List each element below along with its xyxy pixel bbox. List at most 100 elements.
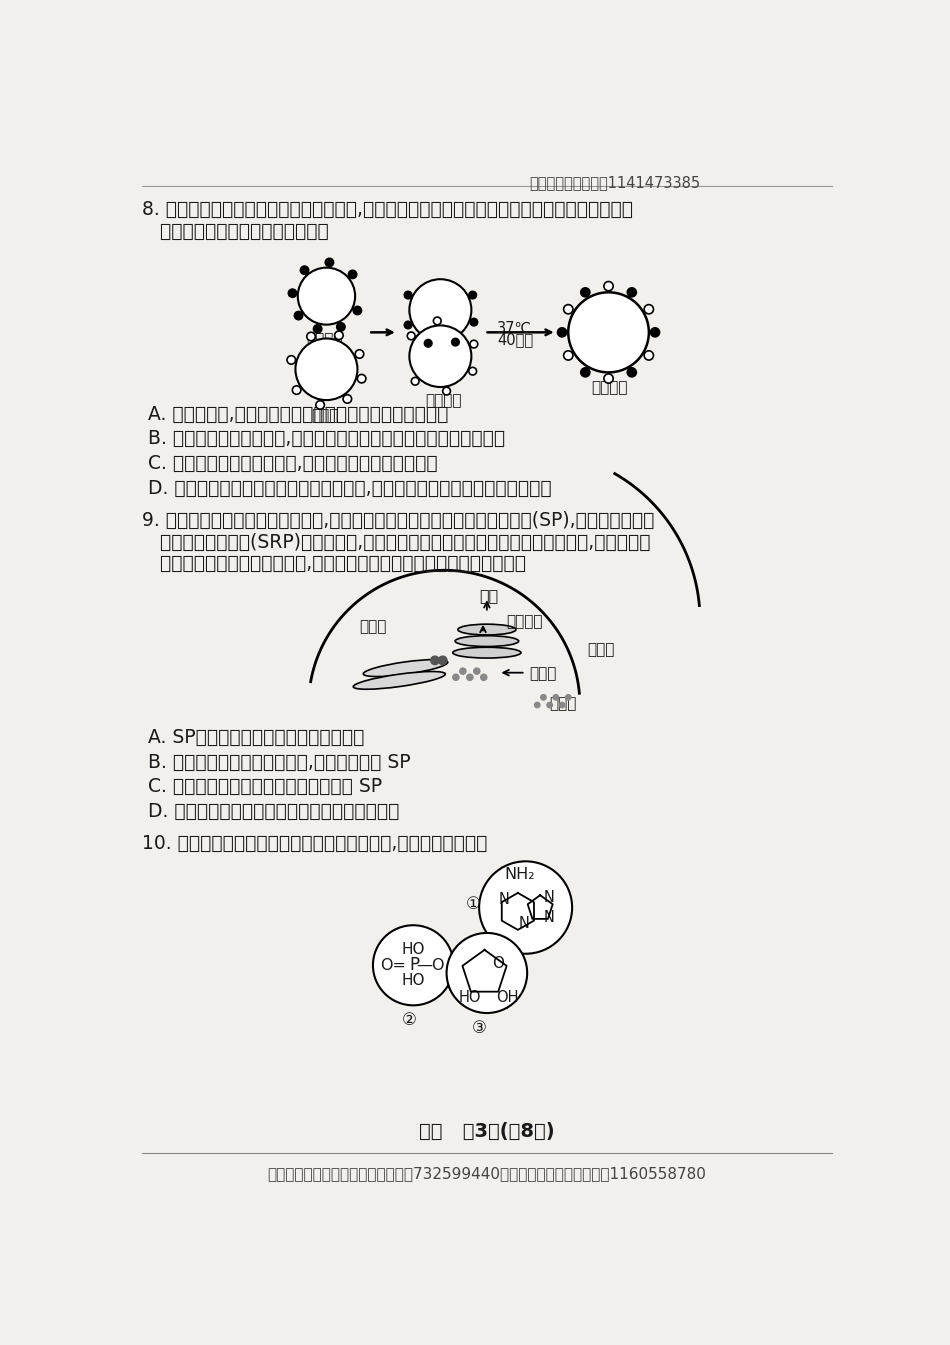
Text: 分泌: 分泌: [479, 588, 499, 603]
Circle shape: [411, 378, 419, 385]
Circle shape: [357, 374, 366, 383]
Circle shape: [580, 367, 590, 377]
Text: O=: O=: [380, 958, 406, 972]
Text: 细胞膜: 细胞膜: [588, 642, 615, 656]
Text: 内质网: 内质网: [359, 619, 387, 633]
Text: 在内质网腔中被信号肽酶分解,部分过程如图所示。下列相关叙述正确的是: 在内质网腔中被信号肽酶分解,部分过程如图所示。下列相关叙述正确的是: [142, 554, 526, 573]
Circle shape: [466, 674, 473, 681]
Circle shape: [541, 694, 546, 699]
Circle shape: [470, 340, 478, 348]
Circle shape: [315, 401, 324, 409]
Text: NH₂: NH₂: [504, 868, 535, 882]
Circle shape: [425, 339, 432, 347]
Text: ①: ①: [466, 894, 481, 913]
Text: C. 处于高尔基体内加工的分泌蛋白具有 SP: C. 处于高尔基体内加工的分泌蛋白具有 SP: [148, 777, 382, 796]
Circle shape: [409, 280, 471, 340]
Text: N: N: [499, 892, 509, 907]
Circle shape: [446, 933, 527, 1013]
Circle shape: [627, 367, 636, 377]
Text: 的蛋白质。下列有关叙述错误的是: 的蛋白质。下列有关叙述错误的是: [142, 222, 329, 241]
Circle shape: [293, 386, 301, 394]
Ellipse shape: [363, 659, 447, 677]
Text: D. 融合细胞表面两类膜蛋白最终均匀分布,原因是构成生物膜的蛋白质可以运动: D. 融合细胞表面两类膜蛋白最终均匀分布,原因是构成生物膜的蛋白质可以运动: [148, 479, 552, 498]
Circle shape: [349, 270, 357, 278]
Text: HO: HO: [402, 943, 425, 958]
Circle shape: [409, 325, 471, 387]
Text: N: N: [544, 911, 555, 925]
Text: 细胞融合: 细胞融合: [425, 393, 462, 408]
Text: A. 该实验证明,细胞膜具有流动性和选择透过性的结构特点: A. 该实验证明,细胞膜具有流动性和选择透过性的结构特点: [148, 405, 448, 424]
Text: 8. 下图为小鼠细胞和人体细胞融合的过程,图中黑色圆圈和白色圆圈分别表示小鼠、人细胞膜表面: 8. 下图为小鼠细胞和人体细胞融合的过程,图中黑色圆圈和白色圆圈分别表示小鼠、人…: [142, 200, 633, 219]
Text: HO: HO: [459, 990, 481, 1005]
Circle shape: [325, 258, 333, 266]
Text: 辽宁高考资料高精群1141473385: 辽宁高考资料高精群1141473385: [529, 175, 700, 190]
Circle shape: [644, 351, 654, 360]
Circle shape: [439, 656, 446, 664]
Circle shape: [651, 328, 659, 338]
Text: 原卷及答案见：新高考资料全科总群732599440；高考生物高中生物资料群1160558780: 原卷及答案见：新高考资料全科总群732599440；高考生物高中生物资料群116…: [268, 1166, 706, 1181]
Circle shape: [373, 925, 453, 1005]
Text: ②: ②: [402, 1011, 417, 1029]
Circle shape: [430, 656, 439, 664]
Text: N: N: [519, 916, 529, 931]
Text: A. SP在附着于内质网上的核糖体中合成: A. SP在附着于内质网上的核糖体中合成: [148, 728, 365, 746]
Circle shape: [568, 292, 649, 373]
Circle shape: [353, 307, 362, 315]
Ellipse shape: [458, 624, 516, 635]
Text: 37℃: 37℃: [497, 321, 532, 336]
Text: —O: —O: [416, 958, 445, 972]
Circle shape: [474, 668, 480, 674]
Circle shape: [404, 291, 412, 299]
Text: 中的信号识别颗粒(SRP)识别并结合,引导核糖体及其上的新生肽链转移至内质网上,信号肽最终: 中的信号识别颗粒(SRP)识别并结合,引导核糖体及其上的新生肽链转移至内质网上,…: [142, 533, 651, 551]
Circle shape: [558, 328, 567, 338]
Circle shape: [404, 321, 412, 328]
Text: 40分钟: 40分钟: [497, 332, 533, 347]
Circle shape: [307, 332, 315, 340]
Circle shape: [481, 674, 487, 681]
Circle shape: [343, 394, 352, 404]
Circle shape: [547, 702, 552, 707]
Text: 生物   第3页(共8页): 生物 第3页(共8页): [419, 1122, 555, 1142]
Text: OH: OH: [496, 990, 519, 1005]
Circle shape: [560, 702, 564, 707]
Ellipse shape: [353, 671, 446, 689]
Circle shape: [355, 350, 364, 358]
Circle shape: [314, 324, 322, 334]
Text: 蛋白质: 蛋白质: [549, 695, 577, 710]
Circle shape: [451, 338, 459, 346]
Ellipse shape: [453, 647, 521, 658]
Text: 高尔基体: 高尔基体: [506, 615, 542, 629]
Text: 人细胞: 人细胞: [311, 408, 338, 422]
Circle shape: [295, 339, 357, 399]
Text: B. 动物细胞膜除膜蛋白外,其组成成分还包括磷脂、胆固醇和少量糖类: B. 动物细胞膜除膜蛋白外,其组成成分还包括磷脂、胆固醇和少量糖类: [148, 429, 505, 448]
Text: 小鼠细胞: 小鼠细胞: [306, 332, 343, 347]
Circle shape: [479, 861, 572, 954]
Circle shape: [563, 351, 573, 360]
Circle shape: [604, 374, 613, 383]
Circle shape: [287, 355, 295, 364]
Circle shape: [627, 288, 636, 297]
Circle shape: [468, 291, 477, 299]
Circle shape: [460, 668, 466, 674]
Circle shape: [468, 367, 477, 375]
Circle shape: [565, 694, 571, 699]
Text: B. 所有蛋白质都在核糖体合成,初期都会合成 SP: B. 所有蛋白质都在核糖体合成,初期都会合成 SP: [148, 753, 410, 772]
Circle shape: [433, 317, 441, 324]
Circle shape: [563, 304, 573, 313]
Text: 信号肽: 信号肽: [529, 667, 557, 682]
Ellipse shape: [455, 636, 519, 647]
Text: 融合细胞: 融合细胞: [592, 381, 628, 395]
Circle shape: [334, 331, 343, 339]
Circle shape: [294, 311, 303, 320]
Circle shape: [336, 323, 345, 331]
Text: P: P: [409, 956, 420, 974]
Circle shape: [535, 702, 540, 707]
Circle shape: [604, 281, 613, 291]
Text: N: N: [544, 890, 555, 905]
Text: D. 蛋白质从高尔基体转移到细胞膜需要消耗能量: D. 蛋白质从高尔基体转移到细胞膜需要消耗能量: [148, 802, 400, 820]
Circle shape: [288, 289, 296, 297]
Text: HO: HO: [402, 974, 425, 989]
Circle shape: [297, 268, 355, 324]
Text: ③: ③: [472, 1020, 486, 1037]
Circle shape: [644, 304, 654, 313]
